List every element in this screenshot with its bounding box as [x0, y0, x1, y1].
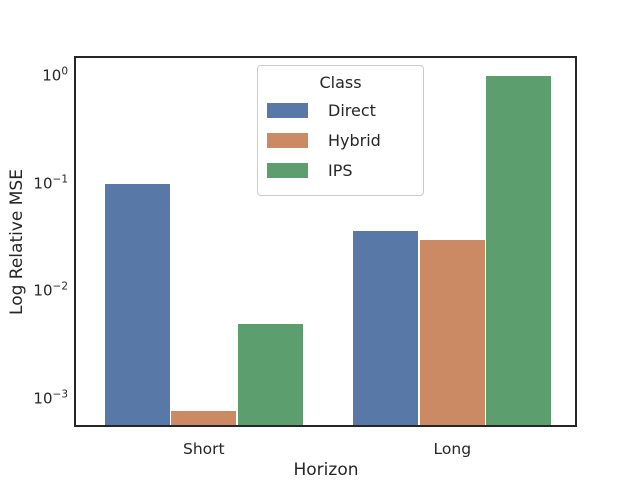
legend-entry-ips: IPS: [258, 155, 423, 185]
legend-label: Direct: [328, 100, 376, 120]
legend-label: IPS: [328, 160, 353, 180]
y-tick-label: 10−1: [33, 174, 68, 191]
plot-area: [74, 56, 577, 427]
y-axis-label: Log Relative MSE: [7, 169, 27, 315]
legend-swatch-hybrid: [267, 132, 308, 148]
x-tick-label-long: Long: [433, 440, 472, 458]
y-tick-label: 100: [42, 66, 68, 83]
bar-direct-short: [104, 183, 170, 425]
y-tick-label: 10−2: [33, 282, 68, 299]
y-tick-base: 10: [42, 66, 62, 85]
legend-entry-direct: Direct: [258, 95, 423, 125]
bar-direct-long: [353, 231, 419, 425]
y-tick-exponent: 0: [61, 65, 68, 78]
y-tick-exponent: −1: [52, 173, 68, 186]
y-tick-label: 10−3: [33, 389, 68, 406]
legend-title: Class: [319, 73, 362, 92]
bar-ips-short: [237, 323, 303, 425]
y-tick-base: 10: [33, 281, 53, 300]
legend-entries: Direct Hybrid IPS: [258, 95, 423, 185]
legend-label: Hybrid: [328, 130, 381, 150]
bar-hybrid-long: [419, 239, 485, 425]
x-axis-label: Horizon: [293, 460, 359, 480]
x-tick-label-short: Short: [182, 440, 225, 458]
legend-entry-hybrid: Hybrid: [258, 125, 423, 155]
legend-swatch-ips: [267, 162, 308, 178]
y-tick-exponent: −3: [52, 388, 68, 401]
legend: Class Direct Hybrid IPS: [257, 65, 424, 196]
y-tick-exponent: −2: [52, 280, 68, 293]
legend-swatch-direct: [267, 102, 308, 118]
bar-hybrid-short: [171, 411, 237, 425]
y-tick-base: 10: [33, 389, 53, 408]
bar-ips-long: [486, 75, 552, 425]
y-tick-base: 10: [33, 174, 53, 193]
